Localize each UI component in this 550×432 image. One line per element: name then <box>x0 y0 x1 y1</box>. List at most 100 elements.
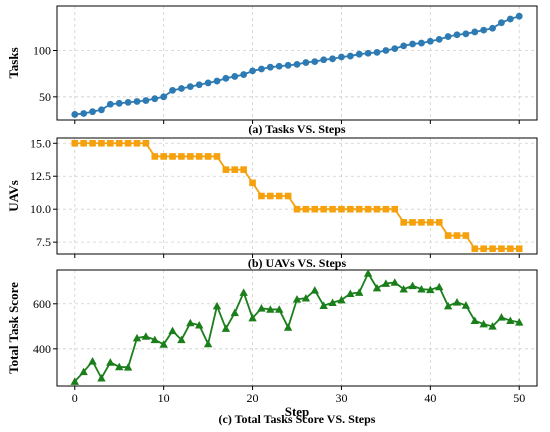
data-point <box>479 319 488 328</box>
data-point <box>390 278 399 286</box>
data-point <box>320 56 328 64</box>
data-point <box>186 83 194 91</box>
x-tick-label: 0 <box>72 391 78 405</box>
data-point <box>372 283 382 292</box>
data-point <box>124 139 132 147</box>
data-point <box>515 245 523 253</box>
data-point <box>337 295 346 304</box>
data-point <box>187 153 194 160</box>
data-point <box>462 232 470 239</box>
x-tick-label: 30 <box>335 391 347 405</box>
data-point <box>391 205 399 213</box>
data-point <box>453 232 461 239</box>
data-point <box>417 284 426 293</box>
data-point <box>363 269 373 277</box>
chart-caption: (c) Total Tasks Score VS. Steps <box>219 412 376 426</box>
data-point <box>284 61 292 69</box>
data-point <box>266 305 275 313</box>
plot-frame <box>56 137 538 255</box>
data-point <box>399 284 408 293</box>
data-point <box>515 12 523 20</box>
y-tick-label: 600 <box>33 297 51 311</box>
data-point <box>320 205 327 213</box>
data-point <box>222 166 230 173</box>
data-point <box>115 362 124 371</box>
data-point <box>212 301 222 310</box>
data-point <box>408 281 417 290</box>
data-point <box>248 313 257 322</box>
data-point <box>71 139 79 147</box>
data-point <box>426 37 434 45</box>
data-point <box>160 153 167 160</box>
data-point <box>204 153 212 160</box>
data-point <box>258 65 265 73</box>
data-point <box>98 106 105 114</box>
data-point <box>168 326 177 335</box>
data-point <box>310 286 319 294</box>
data-point <box>124 98 132 106</box>
data-point <box>488 322 497 330</box>
data-point <box>471 28 479 36</box>
data-point <box>329 205 336 213</box>
data-point <box>444 33 452 40</box>
data-point <box>240 166 247 173</box>
data-point <box>283 323 293 331</box>
y-axis-label: Total Task Score <box>6 282 21 374</box>
data-point <box>382 47 390 54</box>
data-point <box>506 316 515 325</box>
data-point <box>453 31 461 39</box>
data-point <box>382 205 390 213</box>
data-point <box>435 282 444 291</box>
data-point <box>231 73 239 80</box>
data-point <box>381 279 391 287</box>
data-point <box>186 318 195 327</box>
data-point <box>169 86 176 94</box>
data-point <box>213 77 221 85</box>
y-tick-label: 400 <box>33 342 51 356</box>
data-point <box>221 324 231 332</box>
data-point <box>435 219 443 226</box>
data-point <box>328 298 337 307</box>
data-point <box>88 357 97 365</box>
data-point <box>178 153 185 160</box>
data-point <box>106 100 114 108</box>
data-point <box>249 179 256 187</box>
data-point <box>80 110 88 117</box>
data-point <box>177 335 186 344</box>
data-point <box>302 205 310 213</box>
data-point <box>123 363 133 371</box>
y-axis-label: Tasks <box>6 47 21 78</box>
data-point <box>346 289 355 298</box>
chart-panel-2: 400 600 0 10 20 30 40 50 Total Task Score Step(c)… <box>6 269 538 426</box>
data-point <box>400 219 407 226</box>
data-point <box>480 26 488 34</box>
data-point <box>319 301 328 309</box>
data-point <box>195 81 203 89</box>
data-point <box>275 192 283 200</box>
data-point <box>426 285 435 294</box>
x-tick-label: 40 <box>424 391 436 405</box>
chart-panel-1: 7.5 10.0 12.5 15.0 UAVs (b) UAVs VS. Steps <box>6 136 538 270</box>
data-point <box>203 339 213 348</box>
data-point <box>195 153 203 160</box>
data-point <box>133 139 141 147</box>
x-tick-label: 50 <box>513 391 525 405</box>
data-point <box>293 205 301 213</box>
y-tick-label: 15.0 <box>30 136 51 150</box>
data-point <box>249 67 256 75</box>
data-point <box>338 205 345 213</box>
data-point <box>373 48 381 56</box>
data-point <box>195 320 204 329</box>
data-point <box>391 45 399 53</box>
y-tick-label: 7.5 <box>36 235 51 249</box>
y-tick-label: 100 <box>33 43 51 57</box>
data-point <box>275 305 284 313</box>
data-point <box>231 166 239 173</box>
data-point <box>257 304 266 312</box>
data-point <box>364 49 372 57</box>
data-point <box>115 139 123 147</box>
data-point <box>133 98 141 105</box>
data-point <box>497 313 506 321</box>
data-point <box>444 232 452 239</box>
